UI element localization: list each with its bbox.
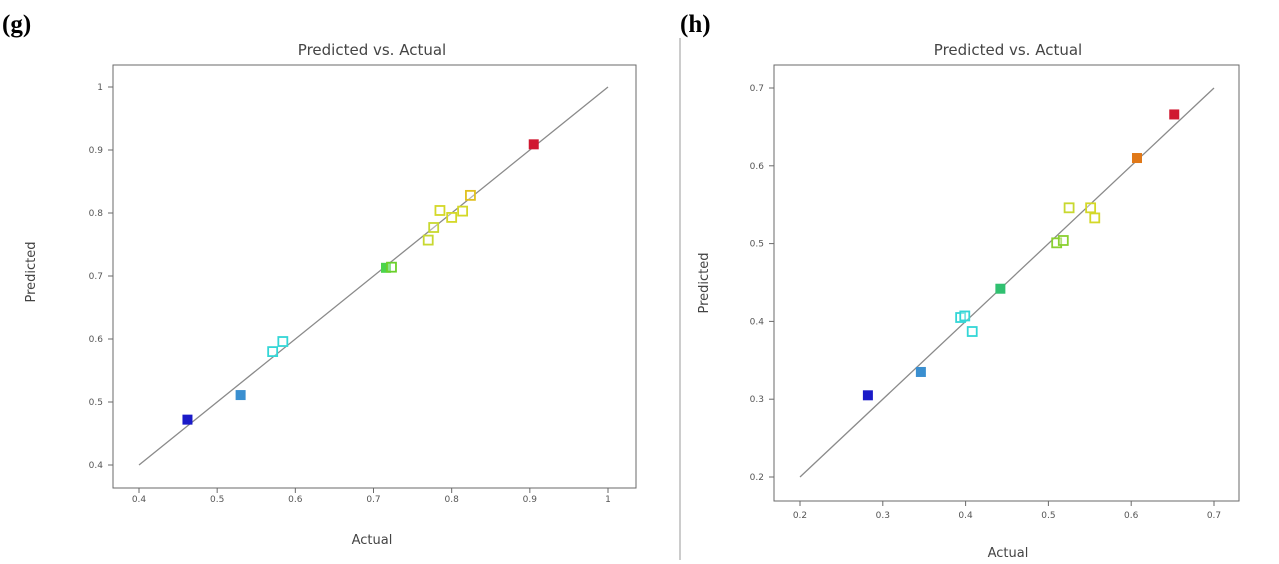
y-axis-label: Predicted bbox=[697, 252, 712, 313]
y-tick-label: 0.3 bbox=[750, 395, 764, 405]
data-point bbox=[528, 139, 539, 150]
y-tick-label: 0.5 bbox=[89, 398, 103, 408]
panel-label-h: (h) bbox=[680, 11, 711, 38]
data-point bbox=[457, 205, 469, 217]
panel-label-g: (g) bbox=[2, 11, 31, 38]
data-point bbox=[277, 336, 289, 347]
x-tick-label: 0.3 bbox=[876, 511, 890, 521]
x-tick-label: 0.6 bbox=[288, 495, 303, 505]
y-tick-label: 0.9 bbox=[89, 146, 104, 156]
y-tick-label: 0.7 bbox=[89, 272, 103, 282]
chart-title: Predicted vs. Actual bbox=[934, 41, 1082, 59]
data-point bbox=[1063, 202, 1075, 214]
data-point bbox=[959, 310, 971, 322]
data-point bbox=[915, 366, 926, 377]
data-point bbox=[862, 390, 873, 401]
x-tick-label: 0.4 bbox=[132, 495, 147, 505]
data-point bbox=[1089, 212, 1101, 224]
y-tick-label: 0.6 bbox=[750, 162, 765, 172]
data-point bbox=[1057, 235, 1069, 246]
y-tick-label: 0.8 bbox=[89, 209, 104, 219]
data-point bbox=[966, 326, 978, 337]
y-axis-label: Predicted bbox=[24, 241, 39, 302]
data-point bbox=[1085, 202, 1097, 214]
data-point bbox=[1051, 237, 1063, 249]
chart-title: Predicted vs. Actual bbox=[298, 41, 446, 59]
data-point bbox=[422, 234, 434, 246]
y-tick-label: 0.4 bbox=[89, 461, 104, 471]
y-tick-label: 0.2 bbox=[750, 473, 764, 483]
y-tick-label: 0.5 bbox=[750, 240, 764, 250]
chart-g: Predicted vs. Actual Actual Predicted 0.4 0.… bbox=[24, 41, 637, 548]
x-tick-label: 0.5 bbox=[210, 495, 224, 505]
y-tick-label: 0.6 bbox=[89, 335, 104, 345]
data-point bbox=[465, 189, 476, 201]
y-tick-label: 0.7 bbox=[750, 84, 764, 94]
data-point bbox=[428, 222, 440, 233]
data-point bbox=[182, 414, 193, 425]
chart-h: Predicted vs. Actual Actual Predicted 0.2 0.… bbox=[697, 41, 1240, 561]
y-tick-label: 0.4 bbox=[750, 317, 765, 327]
x-tick-label: 0.4 bbox=[958, 511, 973, 521]
x-axis-label: Actual bbox=[352, 533, 393, 548]
data-point bbox=[1131, 153, 1142, 164]
y-tick-label: 1 bbox=[97, 83, 103, 93]
plot-frame bbox=[773, 64, 1240, 502]
data-point bbox=[235, 390, 246, 401]
reference-line bbox=[138, 86, 609, 466]
x-tick-label: 0.5 bbox=[1041, 511, 1055, 521]
x-tick-label: 0.6 bbox=[1124, 511, 1139, 521]
x-tick-label: 0.7 bbox=[366, 495, 380, 505]
data-point bbox=[434, 205, 446, 216]
data-point bbox=[1169, 109, 1180, 120]
data-point bbox=[381, 262, 392, 273]
reference-line bbox=[799, 87, 1215, 478]
data-point bbox=[446, 212, 458, 223]
data-point bbox=[995, 283, 1006, 294]
x-axis-label: Actual bbox=[988, 546, 1029, 561]
x-tick-label: 1 bbox=[605, 495, 611, 505]
x-tick-label: 0.7 bbox=[1207, 511, 1221, 521]
data-point bbox=[386, 261, 397, 273]
x-tick-label: 0.9 bbox=[523, 495, 538, 505]
data-point bbox=[267, 346, 279, 358]
x-tick-label: 0.2 bbox=[793, 511, 807, 521]
x-tick-label: 0.8 bbox=[445, 495, 460, 505]
